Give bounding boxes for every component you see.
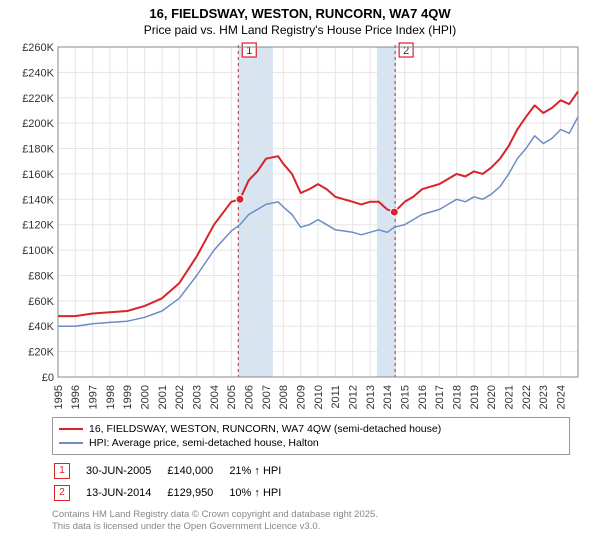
svg-text:2022: 2022 <box>521 385 533 409</box>
svg-text:2010: 2010 <box>313 385 325 409</box>
attribution-line: Contains HM Land Registry data © Crown c… <box>52 509 570 521</box>
svg-text:2008: 2008 <box>278 385 290 409</box>
legend-label: HPI: Average price, semi-detached house,… <box>89 437 319 449</box>
svg-text:£140K: £140K <box>22 194 54 206</box>
legend-item-hpi: HPI: Average price, semi-detached house,… <box>59 436 563 450</box>
svg-text:1999: 1999 <box>122 385 134 409</box>
svg-text:£120K: £120K <box>22 220 54 232</box>
svg-text:2000: 2000 <box>140 385 152 409</box>
svg-text:2020: 2020 <box>486 385 498 409</box>
svg-text:2002: 2002 <box>174 385 186 409</box>
svg-text:£80K: £80K <box>28 270 54 282</box>
chart-plot: £0 £20K £40K £60K £80K £100K £120K £140K £160K £1… <box>10 41 590 411</box>
transaction-price: £129,950 <box>167 483 227 503</box>
table-row: 1 30-JUN-2005 £140,000 21% ↑ HPI <box>54 461 295 481</box>
svg-text:£180K: £180K <box>22 143 54 155</box>
svg-text:2016: 2016 <box>417 385 429 409</box>
svg-text:£200K: £200K <box>22 118 54 130</box>
transaction-date: 30-JUN-2005 <box>86 461 165 481</box>
legend: 16, FIELDSWAY, WESTON, RUNCORN, WA7 4QW … <box>52 417 570 455</box>
svg-text:£240K: £240K <box>22 67 54 79</box>
attribution: Contains HM Land Registry data © Crown c… <box>52 509 570 534</box>
svg-text:1995: 1995 <box>53 385 65 409</box>
svg-text:2005: 2005 <box>226 385 238 409</box>
svg-text:2019: 2019 <box>469 385 481 409</box>
legend-label: 16, FIELDSWAY, WESTON, RUNCORN, WA7 4QW … <box>89 423 441 435</box>
marker-badge: 1 <box>54 463 70 479</box>
svg-text:£160K: £160K <box>22 169 54 181</box>
svg-text:2012: 2012 <box>348 385 360 409</box>
svg-text:2001: 2001 <box>157 385 169 409</box>
svg-text:2015: 2015 <box>400 385 412 409</box>
chart-svg: £0 £20K £40K £60K £80K £100K £120K £140K £160K £1… <box>10 41 590 411</box>
svg-text:2024: 2024 <box>556 385 568 409</box>
legend-swatch <box>59 442 83 444</box>
svg-text:£40K: £40K <box>28 321 54 333</box>
transaction-date: 13-JUN-2014 <box>86 483 165 503</box>
svg-text:1998: 1998 <box>105 385 117 409</box>
svg-text:2003: 2003 <box>192 385 204 409</box>
svg-text:£60K: £60K <box>28 296 54 308</box>
transaction-price: £140,000 <box>167 461 227 481</box>
svg-text:£0: £0 <box>42 372 54 384</box>
legend-item-price-paid: 16, FIELDSWAY, WESTON, RUNCORN, WA7 4QW … <box>59 422 563 436</box>
transaction-delta: 21% ↑ HPI <box>229 461 295 481</box>
svg-text:2014: 2014 <box>382 385 394 409</box>
svg-text:2009: 2009 <box>296 385 308 409</box>
table-row: 2 13-JUN-2014 £129,950 10% ↑ HPI <box>54 483 295 503</box>
svg-text:£260K: £260K <box>22 42 54 54</box>
attribution-line: This data is licensed under the Open Gov… <box>52 521 570 533</box>
svg-text:2007: 2007 <box>261 385 273 409</box>
svg-text:2018: 2018 <box>452 385 464 409</box>
chart-title: 16, FIELDSWAY, WESTON, RUNCORN, WA7 4QW <box>0 0 600 23</box>
svg-text:2004: 2004 <box>209 385 221 409</box>
transactions-table: 1 30-JUN-2005 £140,000 21% ↑ HPI 2 13-JU… <box>52 459 297 505</box>
svg-text:2023: 2023 <box>538 385 550 409</box>
svg-text:£20K: £20K <box>28 347 54 359</box>
legend-swatch <box>59 428 83 430</box>
chart-container: 16, FIELDSWAY, WESTON, RUNCORN, WA7 4QW … <box>0 0 600 560</box>
svg-text:£220K: £220K <box>22 93 54 105</box>
svg-text:£100K: £100K <box>22 245 54 257</box>
svg-text:2021: 2021 <box>504 385 516 409</box>
svg-text:2011: 2011 <box>330 385 342 409</box>
svg-text:2017: 2017 <box>434 385 446 409</box>
svg-text:1997: 1997 <box>88 385 100 409</box>
svg-text:2013: 2013 <box>365 385 377 409</box>
marker-badge: 2 <box>54 485 70 501</box>
svg-text:2006: 2006 <box>244 385 256 409</box>
transaction-delta: 10% ↑ HPI <box>229 483 295 503</box>
svg-text:1996: 1996 <box>70 385 82 409</box>
chart-subtitle: Price paid vs. HM Land Registry's House … <box>0 23 600 41</box>
